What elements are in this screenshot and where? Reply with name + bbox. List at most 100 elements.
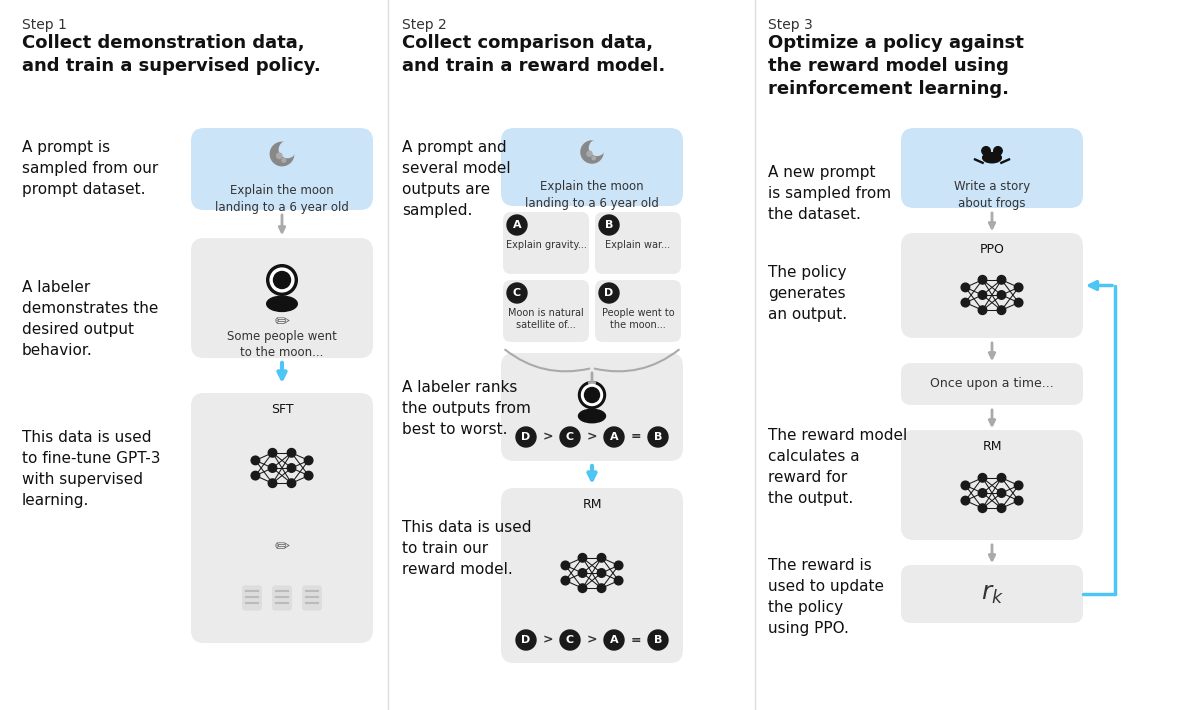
FancyBboxPatch shape (594, 280, 681, 342)
FancyBboxPatch shape (503, 212, 589, 274)
Circle shape (270, 268, 294, 292)
FancyBboxPatch shape (191, 128, 373, 210)
Circle shape (579, 381, 605, 408)
Text: RM: RM (982, 440, 1002, 453)
Circle shape (998, 290, 1006, 300)
Circle shape (592, 156, 596, 160)
FancyBboxPatch shape (501, 488, 682, 663)
Circle shape (560, 427, 580, 447)
Text: =: = (630, 430, 641, 444)
Circle shape (269, 449, 277, 457)
Circle shape (507, 215, 527, 235)
Circle shape (961, 481, 970, 490)
Text: A prompt and
several model
outputs are
sampled.: A prompt and several model outputs are s… (402, 140, 510, 218)
Text: B: B (654, 635, 662, 645)
Circle shape (578, 554, 587, 562)
Circle shape (961, 283, 970, 292)
Text: Optimize a policy against
the reward model using
reinforcement learning.: Optimize a policy against the reward mod… (768, 34, 1024, 98)
Text: Explain the moon
landing to a 6 year old: Explain the moon landing to a 6 year old (526, 180, 659, 209)
Text: PPO: PPO (980, 243, 1005, 256)
Text: =: = (630, 633, 641, 647)
Circle shape (516, 630, 536, 650)
Text: >: > (542, 430, 553, 444)
Text: RM: RM (583, 498, 602, 511)
Text: A labeler
demonstrates the
desired output
behavior.: A labeler demonstrates the desired outpu… (23, 280, 158, 358)
FancyBboxPatch shape (503, 280, 589, 342)
Circle shape (998, 488, 1006, 497)
Text: A: A (610, 635, 618, 645)
FancyBboxPatch shape (302, 586, 322, 611)
Circle shape (273, 271, 290, 288)
Circle shape (561, 561, 570, 569)
FancyBboxPatch shape (272, 586, 292, 611)
Text: People went to
the moon...: People went to the moon... (602, 308, 674, 330)
Circle shape (304, 471, 313, 480)
Text: ✏: ✏ (275, 313, 290, 331)
Text: Once upon a time...: Once upon a time... (930, 378, 1053, 391)
Circle shape (998, 504, 1006, 513)
Circle shape (961, 496, 970, 505)
Text: >: > (542, 633, 553, 647)
Text: Explain the moon
landing to a 6 year old: Explain the moon landing to a 6 year old (215, 184, 348, 214)
Text: Collect comparison data,
and train a reward model.: Collect comparison data, and train a rew… (402, 34, 666, 75)
FancyBboxPatch shape (901, 233, 1083, 338)
Text: Step 3: Step 3 (768, 18, 813, 32)
Text: B: B (654, 432, 662, 442)
Circle shape (998, 306, 1006, 315)
Circle shape (979, 504, 987, 513)
Text: Explain gravity...: Explain gravity... (505, 240, 586, 250)
Circle shape (581, 385, 603, 405)
Text: D: D (604, 288, 614, 298)
Circle shape (288, 479, 296, 488)
Circle shape (581, 141, 603, 163)
Circle shape (270, 142, 294, 165)
Circle shape (560, 630, 580, 650)
Text: Collect demonstration data,
and train a supervised policy.: Collect demonstration data, and train a … (23, 34, 321, 75)
Text: The policy
generates
an output.: The policy generates an output. (768, 265, 847, 322)
Circle shape (1014, 298, 1023, 307)
Circle shape (279, 141, 296, 158)
Circle shape (269, 479, 277, 488)
Text: A prompt is
sampled from our
prompt dataset.: A prompt is sampled from our prompt data… (23, 140, 158, 197)
Circle shape (266, 265, 297, 295)
Text: Write a story
about frogs: Write a story about frogs (954, 180, 1030, 209)
Circle shape (1014, 481, 1023, 490)
Text: Some people went
to the moon...: Some people went to the moon... (227, 330, 336, 359)
Circle shape (251, 471, 259, 480)
Circle shape (304, 456, 313, 464)
Circle shape (587, 151, 592, 156)
Text: Step 2: Step 2 (402, 18, 447, 32)
Circle shape (561, 577, 570, 585)
Text: C: C (512, 288, 521, 298)
Circle shape (615, 577, 623, 585)
Text: >: > (586, 633, 597, 647)
Text: A: A (610, 432, 618, 442)
Circle shape (604, 427, 624, 447)
Circle shape (599, 215, 619, 235)
Circle shape (597, 584, 605, 592)
Text: D: D (521, 635, 530, 645)
Text: Explain war...: Explain war... (605, 240, 671, 250)
Ellipse shape (266, 296, 297, 312)
Circle shape (251, 456, 259, 464)
Text: Step 1: Step 1 (23, 18, 67, 32)
Circle shape (288, 449, 296, 457)
Circle shape (979, 275, 987, 284)
Text: C: C (566, 432, 574, 442)
Text: SFT: SFT (271, 403, 294, 416)
Circle shape (615, 561, 623, 569)
Circle shape (597, 569, 605, 577)
Circle shape (979, 474, 987, 482)
FancyBboxPatch shape (901, 128, 1083, 208)
Text: The reward is
used to update
the policy
using PPO.: The reward is used to update the policy … (768, 558, 883, 636)
Circle shape (979, 290, 987, 300)
Circle shape (982, 147, 990, 155)
Text: A: A (512, 220, 521, 230)
FancyBboxPatch shape (191, 238, 373, 358)
Circle shape (961, 298, 970, 307)
FancyBboxPatch shape (501, 128, 682, 206)
Circle shape (1014, 283, 1023, 292)
Text: C: C (566, 635, 574, 645)
FancyBboxPatch shape (901, 565, 1083, 623)
Text: B: B (605, 220, 614, 230)
